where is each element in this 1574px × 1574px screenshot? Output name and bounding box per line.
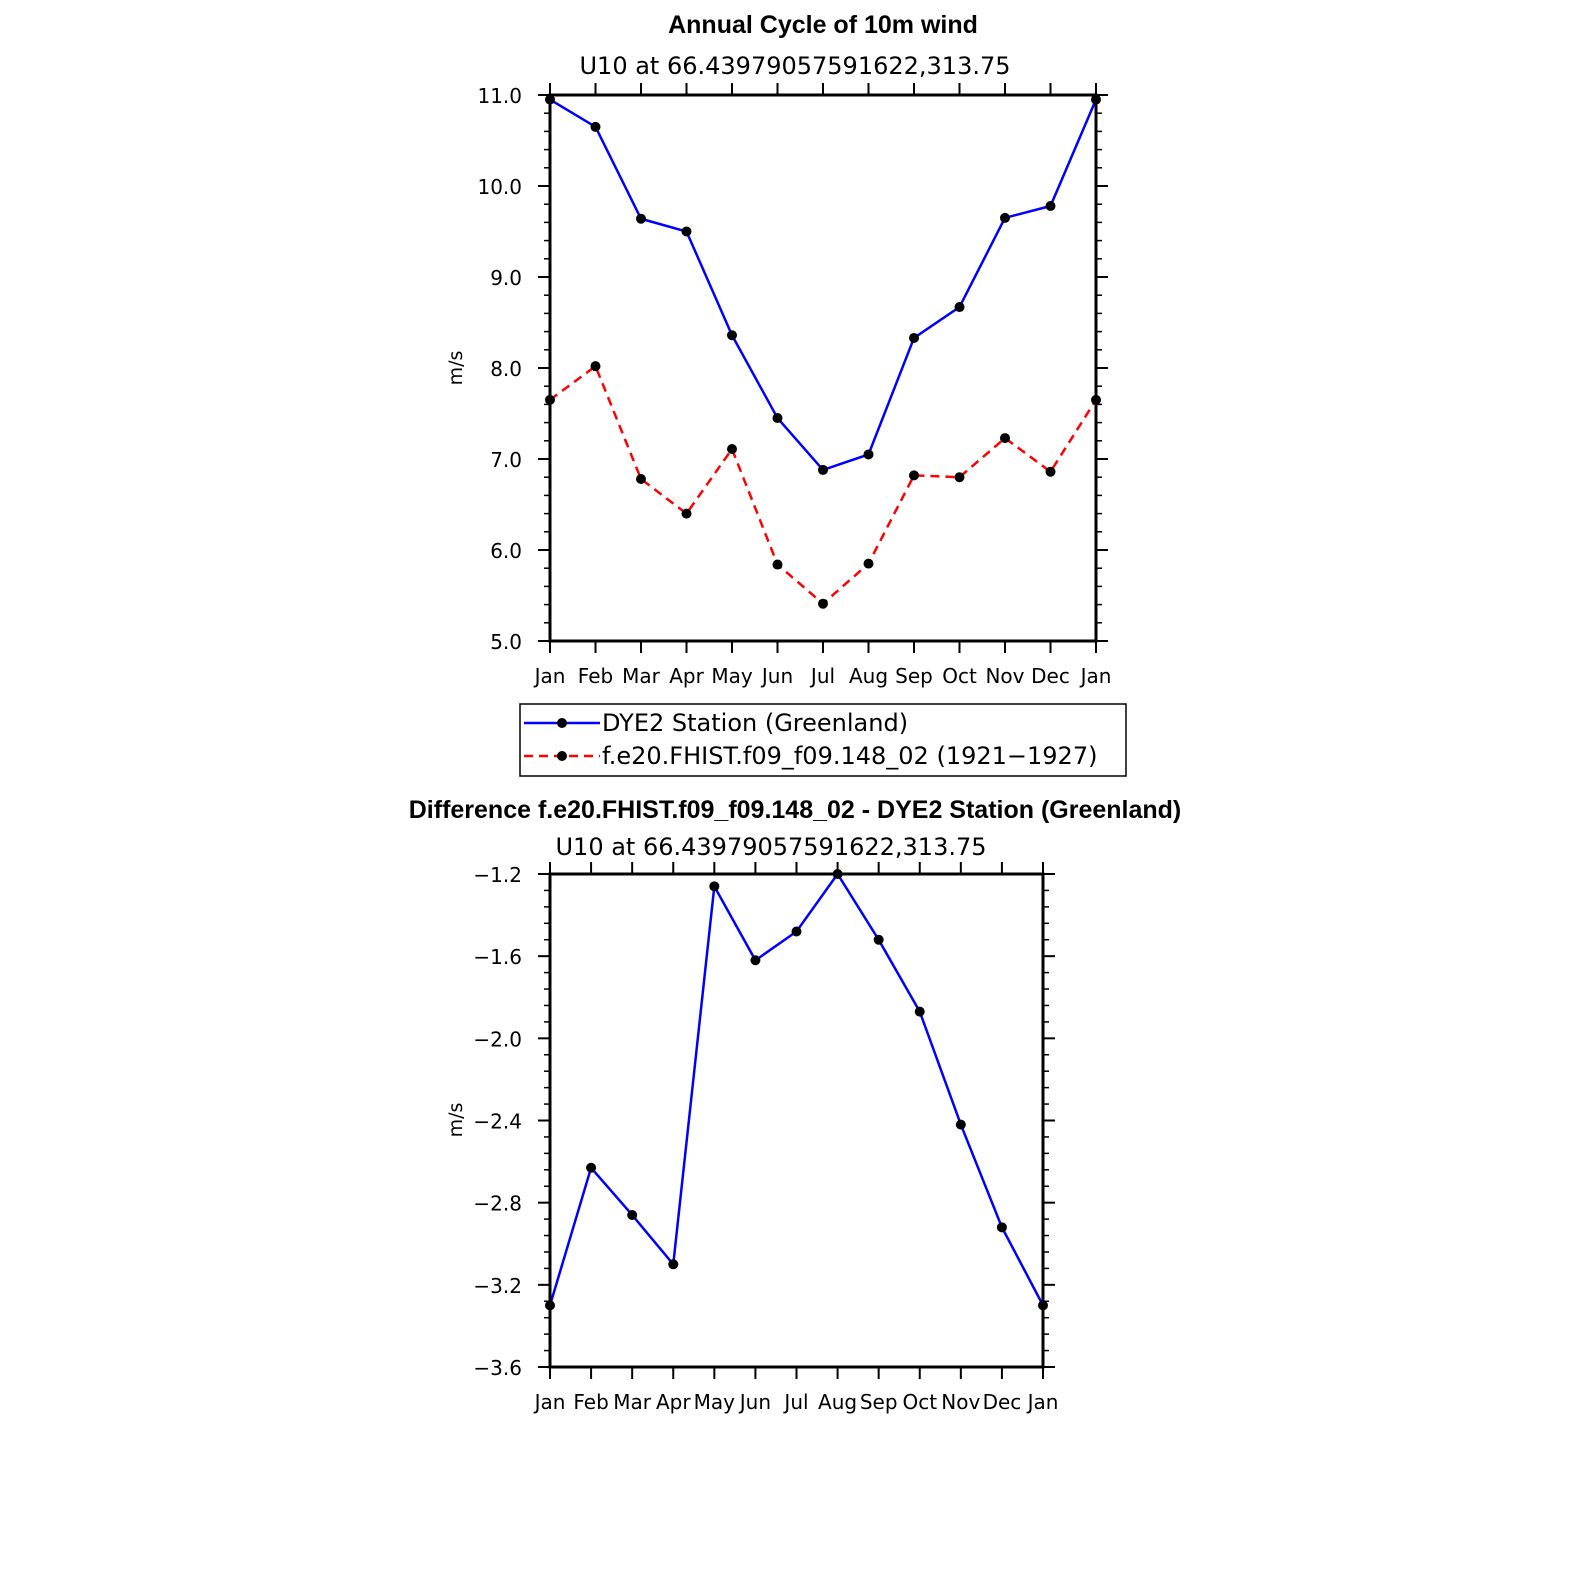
y-tick-label: −2.0 [473,1027,522,1051]
x-tick-label: May [711,664,753,688]
x-tick-label: Oct [942,664,977,688]
data-point [709,881,720,892]
x-tick-label: Apr [656,1390,691,1414]
data-point [863,558,874,569]
y-tick-label: −1.6 [473,945,522,969]
y-tick-label: −1.2 [473,863,522,887]
series-line-0-0 [549,98,1098,472]
data-point [791,926,802,937]
y-tick-label: 8.0 [490,357,522,381]
top-chart-legend: DYE2 Station (Greenland) f.e20.FHIST.f09… [519,703,1127,777]
data-point [818,598,828,609]
x-tick-label: Apr [669,664,704,688]
x-tick-label: Jun [760,664,793,688]
data-point [668,1259,679,1270]
data-point [772,559,783,570]
legend-box [519,703,1127,777]
x-tick-label: Sep [895,664,933,688]
data-point [586,1162,597,1173]
x-tick-label: Jan [533,1390,566,1414]
bottom-chart: Difference f.e20.FHIST.f09_f09.148_02 - … [409,796,1182,1414]
y-tick-label: 6.0 [490,539,522,563]
data-point [996,1222,1007,1233]
x-tick-label: Aug [849,664,888,688]
data-point [955,1119,966,1130]
series-line-0-1 [549,364,1098,606]
data-point [1000,212,1010,223]
data-point [954,302,965,313]
data-point [727,330,737,341]
data-point [873,934,884,945]
y-tick-label: 5.0 [490,630,522,654]
x-tick-label: Jan [533,664,566,688]
legend-marker-model [557,751,567,761]
data-point [681,508,692,519]
data-point [1045,466,1056,477]
x-tick-label: Mar [613,1390,652,1414]
data-point [590,121,601,132]
data-point [681,226,692,237]
data-point [909,470,919,481]
x-tick-label: Sep [860,1390,898,1414]
x-tick-label: Nov [941,1390,980,1414]
legend-label-model: f.e20.FHIST.f09_f09.148_02 (1921−1927) [602,742,1097,770]
x-tick-label: Jun [738,1390,771,1414]
x-tick-label: Feb [578,664,613,688]
top-chart-title: Annual Cycle of 10m wind [668,11,978,39]
bottom-chart-subtitle: U10 at 66.43979057591622,313.75 [555,833,986,861]
series-line-1-0 [548,871,1045,1306]
y-tick-label: 9.0 [490,266,522,290]
data-point [772,413,783,424]
top-chart-subtitle: U10 at 66.43979057591622,313.75 [579,52,1010,80]
x-tick-label: May [694,1390,736,1414]
data-point [1045,201,1056,212]
legend-label-station: DYE2 Station (Greenland) [602,709,908,737]
y-tick-label: 11.0 [477,84,522,108]
x-tick-label: Oct [902,1390,937,1414]
top-chart: Annual Cycle of 10m wind U10 at 66.43979… [445,11,1127,777]
data-point [818,464,828,475]
x-tick-label: Nov [985,664,1024,688]
y-tick-label: −3.2 [473,1274,522,1298]
y-tick-label: −3.6 [473,1356,522,1380]
y-tick-label: −2.8 [473,1192,522,1216]
data-point [636,213,646,224]
top-chart-series [545,94,1101,609]
data-point [727,443,737,454]
data-point [863,449,874,460]
x-tick-label: Dec [983,1390,1022,1414]
x-tick-label: Jul [809,664,835,688]
x-tick-label: Dec [1031,664,1070,688]
data-point [909,332,919,343]
bottom-chart-y-axis-label: m/s [445,1103,467,1138]
data-point [914,1006,925,1017]
data-point [1000,433,1010,444]
top-chart-y-axis-label: m/s [445,351,467,386]
data-point [590,361,601,372]
x-tick-label: Aug [818,1390,857,1414]
x-tick-label: Jan [1026,1390,1059,1414]
bottom-chart-title: Difference f.e20.FHIST.f09_f09.148_02 - … [409,796,1182,824]
y-tick-label: −2.4 [473,1110,522,1134]
y-tick-label: 10.0 [477,175,522,199]
x-tick-label: Feb [573,1390,608,1414]
x-tick-label: Mar [622,664,661,688]
x-tick-label: Jul [782,1390,808,1414]
data-point [750,955,761,966]
data-point [627,1209,638,1220]
data-point [636,474,646,485]
y-tick-label: 7.0 [490,448,522,472]
top-chart-axes: Jan Feb Mar Apr May Jun Jul Aug Sep Oct Nov Dec Jan 5… [477,83,1111,688]
x-tick-label: Jan [1079,664,1112,688]
bottom-chart-series [545,869,1048,1311]
top-chart-frame [548,93,1098,643]
legend-marker-station [557,718,567,728]
bottom-chart-frame [548,872,1045,1369]
data-point [954,472,965,483]
bottom-chart-axes: Jan Feb Mar Apr May Jun Jul Aug Sep Oct Nov Dec Jan−… [473,862,1058,1414]
